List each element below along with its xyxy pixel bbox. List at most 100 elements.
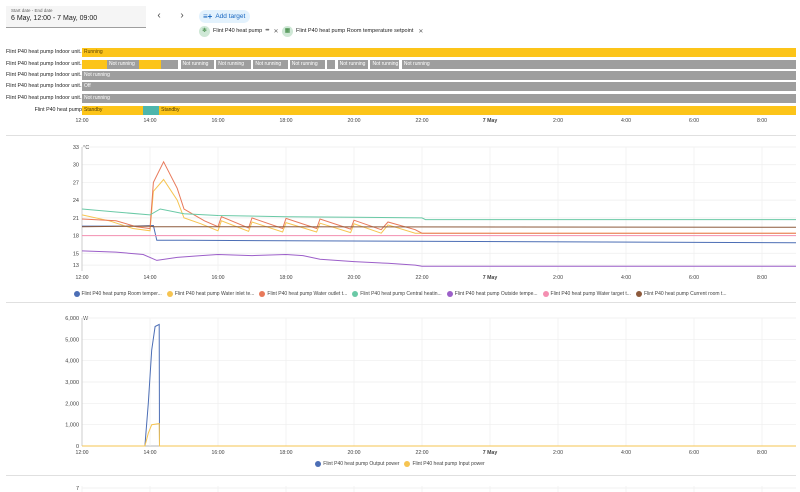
timeline-segment[interactable]: Not running xyxy=(82,94,796,103)
series-line[interactable] xyxy=(81,225,797,228)
series-line[interactable] xyxy=(81,178,796,234)
legend-item[interactable]: Flint P40 heat pump Room temper... xyxy=(73,291,162,297)
x-tick-label: 4:00 xyxy=(621,275,631,281)
x-tick-label: 4:00 xyxy=(621,450,631,456)
date-range-label: Start date - End date xyxy=(11,8,53,13)
timeline-row: Flint P40 heat pump Indoor unit... Not ru… xyxy=(0,60,800,69)
y-tick-label: 0 xyxy=(76,444,79,450)
next-period-button[interactable]: › xyxy=(176,10,188,22)
timeline-segment[interactable]: Not running xyxy=(82,71,796,80)
series-line[interactable] xyxy=(82,224,797,244)
timeline-segment[interactable] xyxy=(142,106,160,115)
x-tick-label: 8:00 xyxy=(756,118,768,124)
timeline-segment[interactable]: Not running xyxy=(253,60,288,69)
target-chip-label: Flint P40 heat pump xyxy=(213,28,263,34)
legend-item[interactable]: Flint P40 heat pump Water target t... xyxy=(542,291,631,297)
timeline-segment[interactable] xyxy=(139,60,161,69)
legend-item[interactable]: Flint P40 heat pump Input power xyxy=(404,461,485,467)
y-tick-label: 1,000 xyxy=(65,423,79,429)
legend-item[interactable]: Flint P40 heat pump Current room t... xyxy=(635,291,727,297)
power-chart: W 0 1,000 2,000 3,000 4,000 5,000 6,000 12:00 14:… xyxy=(65,316,796,456)
add-target-button[interactable]: ≡+ Add target xyxy=(199,10,251,23)
series-line[interactable] xyxy=(81,208,796,221)
timeline-segment[interactable]: Not running xyxy=(216,60,252,69)
timeline-row-name: Flint P40 heat pump Indoor unit... xyxy=(6,61,82,67)
timeline-segment[interactable]: Not running xyxy=(401,60,796,69)
close-icon[interactable]: ✕ xyxy=(273,28,279,35)
date-range-value: 6 May, 12:00 - 7 May, 09:00 xyxy=(11,15,98,22)
legend-swatch xyxy=(542,291,549,297)
x-tick-label: 16:00 xyxy=(212,450,225,456)
timeline-row-name: Flint P40 heat pump Indoor unit... xyxy=(6,83,82,89)
x-tick-label: 6:00 xyxy=(688,118,700,124)
x-tick-label: 2:00 xyxy=(552,118,564,124)
x-tick-label: 16:00 xyxy=(212,275,225,281)
timeline-segment[interactable] xyxy=(82,60,107,69)
divider xyxy=(6,135,796,136)
legend-item[interactable]: Flint P40 heat pump Central heatin... xyxy=(352,291,442,297)
x-tick-label: 8:00 xyxy=(757,275,767,281)
y-tick-label: 4,000 xyxy=(65,359,79,365)
legend-item[interactable]: Flint P40 heat pump Water outlet t... xyxy=(259,291,347,297)
x-tick-label: 14:00 xyxy=(144,275,157,281)
legend-item[interactable]: Flint P40 heat pump Water inlet te... xyxy=(166,291,255,297)
close-icon[interactable]: ✕ xyxy=(418,28,424,35)
timeline-row-name: Flint P40 heat pump Indoor unit... xyxy=(6,49,82,55)
x-tick-label: 4:00 xyxy=(620,118,632,124)
timeline-segment[interactable]: Not running xyxy=(180,60,215,69)
y-tick-label: 33 xyxy=(73,145,79,151)
x-tick-label: 7 May xyxy=(483,450,498,456)
x-tick-label: 2:00 xyxy=(553,275,563,281)
x-tick-label: 14:00 xyxy=(143,118,157,124)
timeline-segment[interactable]: Off xyxy=(82,82,796,91)
timeline-bar: Standby Standby xyxy=(82,106,796,115)
series-line[interactable] xyxy=(81,160,796,234)
target-chip-heat-pump[interactable]: ❄ Flint P40 heat pump ••• ✕ xyxy=(199,25,279,37)
timeline-bar: Off xyxy=(82,82,796,91)
timeline-bar: Running xyxy=(82,48,796,57)
timeline-bar: Not running xyxy=(82,94,796,103)
x-tick-label: 12:00 xyxy=(76,450,89,456)
timeline-segment[interactable]: Not running xyxy=(289,60,325,69)
x-tick-label: 20:00 xyxy=(347,118,361,124)
target-chip-room-setpoint[interactable]: ▦ Flint P40 heat pump Room temperature s… xyxy=(282,25,423,37)
y-tick-label: 21 xyxy=(73,216,79,222)
x-tick-label: 14:00 xyxy=(144,450,157,456)
legend-item[interactable]: Flint P40 heat pump Outside tempe... xyxy=(446,291,538,297)
heat-pump-icon: ❄ xyxy=(199,25,210,37)
timeline-x-axis: 12:00 14:00 16:00 18:00 20:00 22:00 7 May 2:00 4… xyxy=(0,118,800,126)
y-tick-label: 18 xyxy=(73,234,79,240)
timeline-segment[interactable]: Standby xyxy=(82,106,143,115)
x-tick-label: 20:00 xyxy=(348,275,361,281)
series-line[interactable] xyxy=(81,250,796,267)
timeline-segment[interactable]: Not running xyxy=(106,60,140,69)
x-tick-label: 7 May xyxy=(483,275,498,281)
power-chart-legend: Flint P40 heat pump Output power Flint P4… xyxy=(0,461,800,467)
series-line[interactable] xyxy=(82,423,796,447)
add-target-label: Add target xyxy=(215,13,246,20)
divider xyxy=(6,475,796,476)
legend-item[interactable]: Flint P40 heat pump Output power xyxy=(315,461,399,467)
y-tick-label: 7 xyxy=(76,486,79,492)
timeline-segment[interactable] xyxy=(326,60,336,69)
x-tick-label: 22:00 xyxy=(416,275,429,281)
series-line[interactable] xyxy=(82,323,796,447)
add-target-icon: ≡+ xyxy=(203,12,213,21)
timeline-segment[interactable]: Not running xyxy=(370,60,399,69)
expand-icon[interactable]: ••• xyxy=(265,28,269,34)
y-axis-unit: °C xyxy=(83,145,89,151)
timeline-segment[interactable]: Not running xyxy=(337,60,368,69)
legend-label: Flint P40 heat pump Water inlet te... xyxy=(174,291,255,297)
legend-swatch xyxy=(352,291,359,297)
timeline-row-name: Flint P40 heat pump xyxy=(34,107,82,113)
timeline-segment[interactable] xyxy=(160,60,179,69)
y-tick-label: 15 xyxy=(73,251,79,257)
y-tick-label: 3,000 xyxy=(65,380,79,386)
date-range-picker[interactable]: Start date - End date 6 May, 12:00 - 7 M… xyxy=(6,6,146,28)
timeline-segment[interactable]: Running xyxy=(82,48,796,57)
timeline-row: Flint P40 heat pump Indoor unit... Runnin… xyxy=(0,48,800,57)
legend-label: Flint P40 heat pump Room temper... xyxy=(81,291,162,297)
previous-period-button[interactable]: ‹ xyxy=(153,10,165,22)
timeline-segment[interactable]: Standby xyxy=(159,106,796,115)
legend-swatch xyxy=(166,291,173,297)
